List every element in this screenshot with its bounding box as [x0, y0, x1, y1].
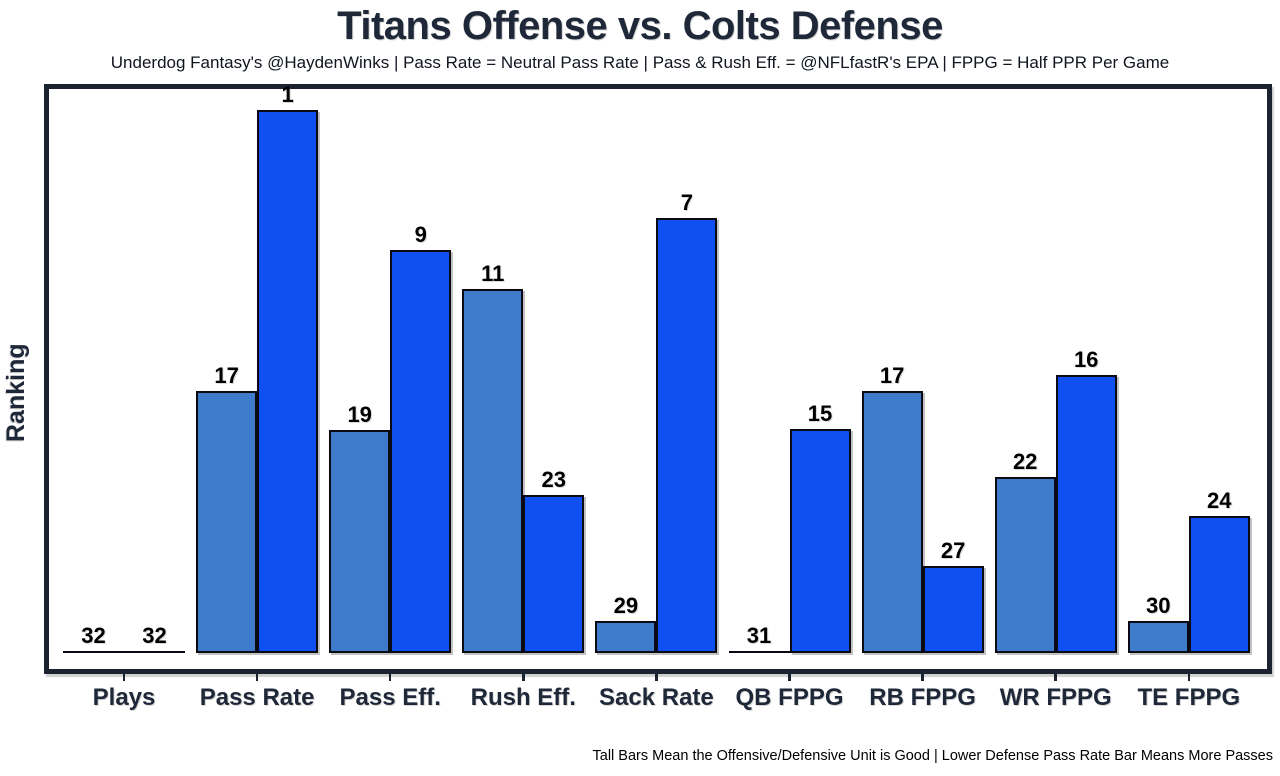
y-axis-label: Ranking [2, 343, 30, 442]
bar-value-defense-te-fppg: 24 [1207, 488, 1232, 513]
x-tick-wr-fppg [1054, 674, 1057, 681]
x-label-qb-fppg: QB FPPG [735, 684, 844, 711]
x-label-rush-eff: Rush Eff. [470, 684, 576, 711]
x-label-plays: Plays [92, 684, 156, 711]
bar-defense-rush-eff [523, 495, 585, 653]
bar-value-defense-pass-eff: 9 [414, 222, 427, 247]
chart-subtitle: Underdog Fantasy's @HaydenWinks | Pass R… [110, 53, 1170, 72]
x-tick-te-fppg [1187, 674, 1191, 681]
x-tick-sack-rate [655, 674, 658, 681]
bar-value-offense-te-fppg: 30 [1146, 593, 1171, 618]
bar-value-offense-qb-fppg: 31 [746, 622, 772, 648]
bar-offense-rush-eff [462, 289, 524, 653]
bar-defense-te-fppg [1188, 516, 1250, 653]
x-label-pass-eff: Pass Eff. [339, 684, 441, 711]
x-label-wr-fppg: WR FPPG [999, 684, 1112, 711]
plot-inner: 32 32 17 1 19 9 11 23 29 7 31 15 17 27 22 16 30 24 [49, 82, 1267, 669]
bar-value-defense-plays: 32 [142, 622, 167, 648]
bar-defense-wr-fppg [1055, 375, 1117, 653]
x-tick-rb-fppg [921, 674, 924, 681]
bar-value-defense-pass-rate: 1 [281, 82, 294, 107]
bar-value-offense-rb-fppg: 17 [879, 363, 905, 388]
x-label-te-fppg: TE FPPG [1137, 684, 1241, 711]
bar-defense-pass-eff [390, 250, 452, 653]
bar-value-offense-pass-eff: 19 [347, 402, 372, 427]
bar-offense-pass-eff [329, 430, 391, 653]
x-tick-pass-eff [388, 674, 392, 681]
x-label-rb-fppg: RB FPPG [869, 684, 976, 711]
x-label-pass-rate: Pass Rate [199, 684, 315, 711]
x-tick-pass-rate [255, 674, 259, 681]
chart-title: Titans Offense vs. Colts Defense [337, 4, 943, 48]
bar-offense-qb-fppg [728, 650, 790, 653]
bar-defense-pass-rate [257, 110, 319, 653]
bar-defense-sack-rate [656, 218, 718, 653]
x-tick-plays [122, 674, 126, 681]
bar-value-defense-rush-eff: 23 [541, 467, 567, 492]
x-tick-qb-fppg [788, 674, 791, 681]
bar-offense-plays [63, 650, 124, 653]
bar-offense-sack-rate [595, 621, 657, 653]
bar-value-defense-qb-fppg: 15 [807, 401, 833, 426]
bar-defense-plays [124, 650, 185, 653]
bar-value-offense-wr-fppg: 22 [1012, 449, 1038, 474]
bar-value-offense-rush-eff: 11 [481, 261, 505, 286]
bar-defense-qb-fppg [789, 429, 851, 653]
bar-value-defense-sack-rate: 7 [680, 190, 694, 215]
bar-defense-rb-fppg [922, 566, 984, 653]
bar-offense-rb-fppg [861, 391, 923, 653]
bar-value-defense-rb-fppg: 27 [940, 538, 966, 563]
bar-value-offense-pass-rate: 17 [214, 363, 239, 388]
chart-footnote: Tall Bars Mean the Offensive/Defensive U… [592, 748, 1273, 764]
x-tick-rush-eff [522, 674, 525, 681]
plot-area: 32 32 17 1 19 9 11 23 29 7 31 15 17 27 22 16 30 24 [44, 82, 1272, 674]
x-label-sack-rate: Sack Rate [599, 684, 714, 711]
bar-value-offense-plays: 32 [81, 622, 106, 648]
bar-value-defense-wr-fppg: 16 [1073, 347, 1099, 372]
bar-offense-te-fppg [1127, 621, 1189, 653]
bar-offense-pass-rate [196, 391, 258, 653]
bar-offense-wr-fppg [994, 477, 1056, 653]
bar-value-offense-sack-rate: 29 [613, 593, 639, 618]
